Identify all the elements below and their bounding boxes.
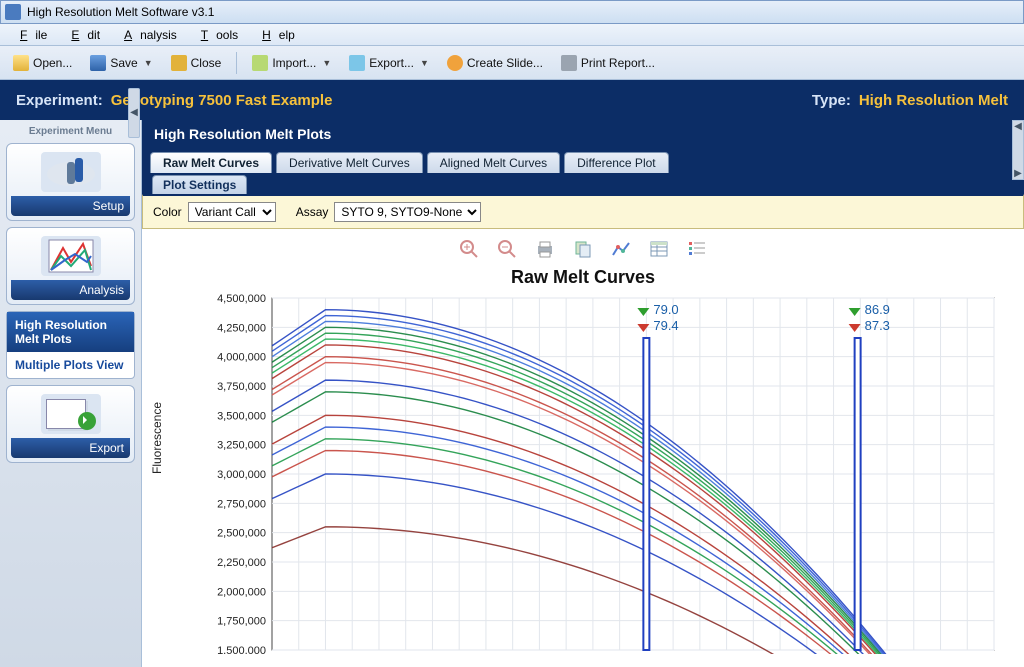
svg-text:79.0: 79.0 [653, 302, 678, 317]
svg-text:3,000,000: 3,000,000 [217, 469, 266, 481]
setup-label: Setup [11, 196, 130, 216]
window-title: High Resolution Melt Software v3.1 [27, 5, 214, 19]
setup-icon [41, 152, 101, 192]
zoom-in-icon[interactable] [459, 239, 479, 259]
melt-curve-plot: 4,500,000 4,250,000 4,000,000 3,750,000 3,50… [202, 294, 1014, 654]
svg-text:1,500,000: 1,500,000 [217, 645, 266, 654]
svg-text:4,500,000: 4,500,000 [217, 294, 266, 305]
chart-area: Fluorescence 4,500,000 4,250,000 4,000,000… [142, 294, 1024, 654]
analysis-label: Analysis [11, 280, 130, 300]
sidebar-item-hrm-plots[interactable]: High Resolution Melt Plots [7, 312, 134, 352]
print-label: Print Report... [581, 56, 655, 70]
menu-help[interactable]: Help [246, 26, 303, 44]
svg-text:2,000,000: 2,000,000 [217, 586, 266, 598]
svg-text:3,750,000: 3,750,000 [217, 381, 266, 393]
svg-text:1,750,000: 1,750,000 [217, 616, 266, 628]
open-button[interactable]: Open... [6, 51, 79, 75]
chart-title: Raw Melt Curves [142, 263, 1024, 294]
type-label: Type: [812, 92, 851, 109]
zoom-out-icon[interactable] [497, 239, 517, 259]
title-bar: High Resolution Melt Software v3.1 [0, 0, 1024, 24]
sidebar-analysis[interactable]: Analysis [6, 227, 135, 305]
svg-text:87.3: 87.3 [865, 318, 890, 333]
menu-bar: File Edit Analysis Tools Help [0, 24, 1024, 46]
toolbar-separator [236, 52, 237, 74]
svg-text:86.9: 86.9 [865, 302, 890, 317]
sidebar-collapse-handle[interactable]: ◀ [128, 88, 140, 138]
sidebar: Experiment Menu Setup Analysis High Reso… [0, 120, 142, 667]
import-icon [252, 55, 268, 71]
slide-label: Create Slide... [467, 56, 543, 70]
open-label: Open... [33, 56, 72, 70]
tab-aligned-melt[interactable]: Aligned Melt Curves [427, 152, 560, 173]
legend-icon[interactable] [687, 239, 707, 259]
menu-edit[interactable]: Edit [55, 26, 108, 44]
assay-select[interactable]: SYTO 9, SYTO9-None [334, 202, 481, 222]
menu-analysis[interactable]: Analysis [108, 26, 185, 44]
color-select[interactable]: Variant Call [188, 202, 276, 222]
export-label: Export... [369, 56, 414, 70]
chevron-down-icon: ▼ [322, 58, 331, 68]
sidebar-export[interactable]: Export [6, 385, 135, 463]
svg-text:79.4: 79.4 [653, 318, 678, 333]
export-button[interactable]: Export... ▼ [342, 51, 436, 75]
sidebar-setup[interactable]: Setup [6, 143, 135, 221]
plot-settings-bar: Color Variant Call Assay SYTO 9, SYTO9-N… [142, 194, 1024, 229]
y-axis-label: Fluorescence [150, 402, 164, 474]
print-chart-icon[interactable] [535, 239, 555, 259]
sidebar-subnav: High Resolution Melt Plots Multiple Plot… [6, 311, 135, 379]
menu-file[interactable]: File [4, 26, 55, 44]
assay-label: Assay [296, 205, 329, 219]
svg-text:4,000,000: 4,000,000 [217, 352, 266, 364]
menu-tools[interactable]: Tools [185, 26, 246, 44]
svg-text:3,250,000: 3,250,000 [217, 440, 266, 452]
import-label: Import... [272, 56, 316, 70]
import-button[interactable]: Import... ▼ [245, 51, 338, 75]
svg-text:3,500,000: 3,500,000 [217, 410, 266, 422]
open-icon [13, 55, 29, 71]
tab-difference-plot[interactable]: Difference Plot [564, 152, 669, 173]
chevron-down-icon: ▼ [420, 58, 429, 68]
close-button[interactable]: Close [164, 51, 229, 75]
tab-derivative-melt[interactable]: Derivative Melt Curves [276, 152, 423, 173]
type-value: High Resolution Melt [859, 92, 1008, 109]
print-report-button[interactable]: Print Report... [554, 51, 662, 75]
export-icon [349, 55, 365, 71]
chart-toolbar [142, 229, 1024, 263]
panel-title: High Resolution Melt Plots [142, 120, 1024, 148]
app-icon [5, 4, 21, 20]
color-label: Color [153, 205, 182, 219]
data-table-icon[interactable] [649, 239, 669, 259]
svg-text:2,500,000: 2,500,000 [217, 528, 266, 540]
save-label: Save [110, 56, 137, 70]
sidebar-item-multiple-plots[interactable]: Multiple Plots View [7, 352, 134, 378]
plot-settings-tab[interactable]: Plot Settings [152, 175, 247, 194]
close-icon [171, 55, 187, 71]
print-icon [561, 55, 577, 71]
main-panel: ◀▶ High Resolution Melt Plots Raw Melt C… [142, 120, 1024, 667]
save-button[interactable]: Save ▼ [83, 51, 159, 75]
close-label: Close [191, 56, 222, 70]
copy-chart-icon[interactable] [573, 239, 593, 259]
slide-icon [447, 55, 463, 71]
toolbar: Open... Save ▼ Close Import... ▼ Export...… [0, 46, 1024, 80]
export-icon [41, 394, 101, 434]
experiment-header: Experiment: Genotyping 7500 Fast Example… [0, 80, 1024, 120]
analysis-icon [41, 236, 101, 276]
plot-tabs: Raw Melt Curves Derivative Melt Curves A… [142, 148, 1024, 173]
save-icon [90, 55, 106, 71]
experiment-name: Genotyping 7500 Fast Example [111, 92, 333, 109]
sidebar-export-label: Export [11, 438, 130, 458]
svg-text:2,750,000: 2,750,000 [217, 498, 266, 510]
experiment-label: Experiment: [16, 92, 103, 109]
sidebar-title: Experiment Menu [6, 126, 135, 137]
tab-raw-melt[interactable]: Raw Melt Curves [150, 152, 272, 173]
chevron-down-icon: ▼ [144, 58, 153, 68]
svg-text:2,250,000: 2,250,000 [217, 557, 266, 569]
chart-type-icon[interactable] [611, 239, 631, 259]
create-slide-button[interactable]: Create Slide... [440, 51, 550, 75]
svg-text:4,250,000: 4,250,000 [217, 322, 266, 334]
right-collapse-handle[interactable]: ◀▶ [1012, 120, 1024, 180]
